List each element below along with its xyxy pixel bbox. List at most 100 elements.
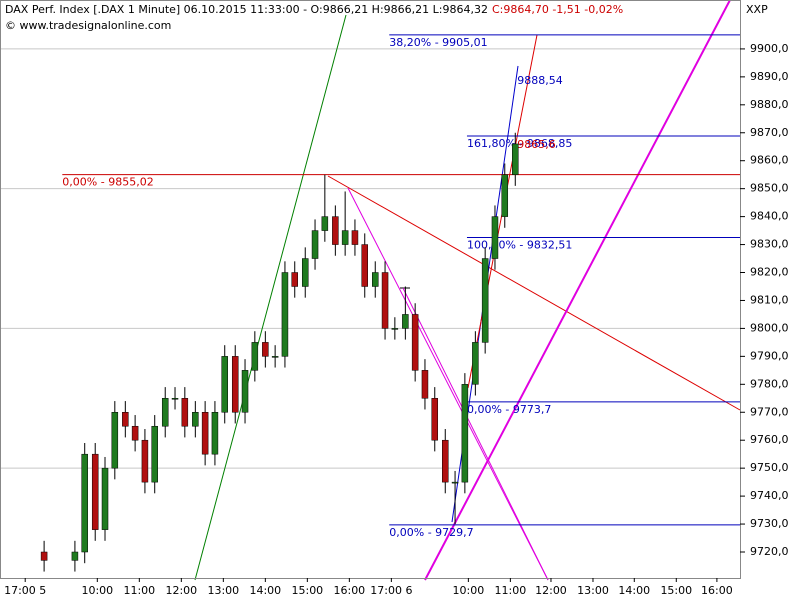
y-tick-label: 9820,0 [750,266,789,279]
title-ohl: DAX Perf. Index [.DAX 1 Minute] 06.10.20… [5,3,488,16]
candle-body [281,272,289,357]
candle-body [411,314,419,371]
candle-body [201,412,209,455]
y-tick-label: 9770,0 [750,405,789,418]
candle-body [332,216,339,245]
x-tick-label: 14:00 [249,584,281,597]
candle-body [40,551,48,561]
y-tick-label: 9740,0 [750,489,789,502]
candle-body [431,398,439,441]
x-tick-label: 14:00 [618,584,650,597]
candle-body [421,370,429,399]
candle-body [341,230,349,245]
level-label: 161,80% - 9868,85 [467,137,572,150]
trend-line [402,287,549,581]
y-tick-label: 9790,0 [750,349,789,362]
grid [0,48,740,469]
candle-body [81,453,88,553]
y-tick-label: 9720,0 [750,545,789,558]
candle-body [372,272,379,287]
trend-line [424,0,731,581]
candle-body [192,412,199,427]
price-note: 9888,54 [517,74,563,87]
corner-label: XXP [746,3,768,16]
candle-body [402,314,409,329]
candle-body [491,216,499,259]
candle-body [442,439,449,483]
candle-body [141,439,149,483]
y-tick-label: 9730,0 [750,517,789,530]
x-tick-label: 12:00 [535,584,567,597]
candle-body [101,467,109,530]
candle-body [271,356,279,358]
x-tick-label: 17:00 6 [370,584,412,597]
candle-body [251,342,259,371]
candle-body [131,425,139,441]
x-tick-label: 11:00 [123,584,155,597]
level-label: 0,00% - 9773,7 [467,403,551,416]
level-label: 0,00% - 9855,02 [62,176,153,189]
level-label: 100,00% - 9832,51 [467,239,572,252]
y-tick-label: 9880,0 [750,98,789,111]
candle-body [111,412,119,469]
y-tick-label: 9760,0 [750,433,789,446]
price-note: 9865,6 [517,138,556,151]
y-tick-label: 9830,0 [750,238,789,251]
level-label: 38,20% - 9905,01 [389,36,487,49]
candle-body [461,384,469,483]
candle-body [321,216,329,231]
candle-body [472,342,479,385]
x-tick-label: 15:00 [660,584,692,597]
candle-body [221,356,228,413]
candle-body [231,356,239,413]
level-label: 0,00% - 9729,7 [389,526,473,539]
candle-body [91,453,99,530]
candle-body [291,272,298,287]
x-tick-label: 16:00 [333,584,365,597]
candle-body [122,412,129,427]
candle-body [71,551,79,561]
y-tick-label: 9850,0 [750,182,789,195]
y-tick-label: 9900,0 [750,42,789,55]
candle-body [381,272,389,329]
y-tick-label: 9810,0 [750,293,789,306]
trend-line [327,175,741,411]
candle-body [161,398,169,427]
trend-line [194,14,347,581]
candle-body [171,398,179,400]
x-tick-label: 13:00 [207,584,239,597]
plot-frame [0,0,741,579]
x-tick-label: 11:00 [495,584,527,597]
candle-body [301,258,309,287]
candle-body [501,174,509,217]
y-tick-label: 9840,0 [750,210,789,223]
y-tick-label: 9780,0 [750,377,789,390]
x-tick-label: 12:00 [165,584,197,597]
candle-body [211,412,219,455]
candle-body [151,425,158,483]
copyright: © www.tradesignalonline.com [5,19,171,32]
x-tick-label: 10:00 [81,584,113,597]
x-tick-label: 13:00 [577,584,609,597]
chart-title: DAX Perf. Index [.DAX 1 Minute] 06.10.20… [5,3,623,16]
plot: 38,20% - 9905,01 161,80% - 9868,85 100,00%… [40,34,740,572]
candle-body [512,143,519,175]
candle-body [262,342,269,357]
candle-body [311,230,319,259]
title-close: C:9864,70 -1,51 -0,02% [492,3,623,16]
x-tick-label: 16:00 [701,584,733,597]
candle-body [391,328,399,330]
y-tick-label: 9800,0 [750,321,789,334]
candle-body [181,398,189,427]
candle-body [241,370,249,413]
y-tick-label: 9890,0 [750,70,789,83]
x-tick-label: 10:00 [453,584,485,597]
candle-body [361,244,368,287]
x-tick-label: 15:00 [291,584,323,597]
candle-body [451,481,459,484]
y-tick-label: 9860,0 [750,154,789,167]
y-tick-label: 9870,0 [750,126,789,139]
candle-body [351,230,359,245]
trend-line [347,187,549,581]
